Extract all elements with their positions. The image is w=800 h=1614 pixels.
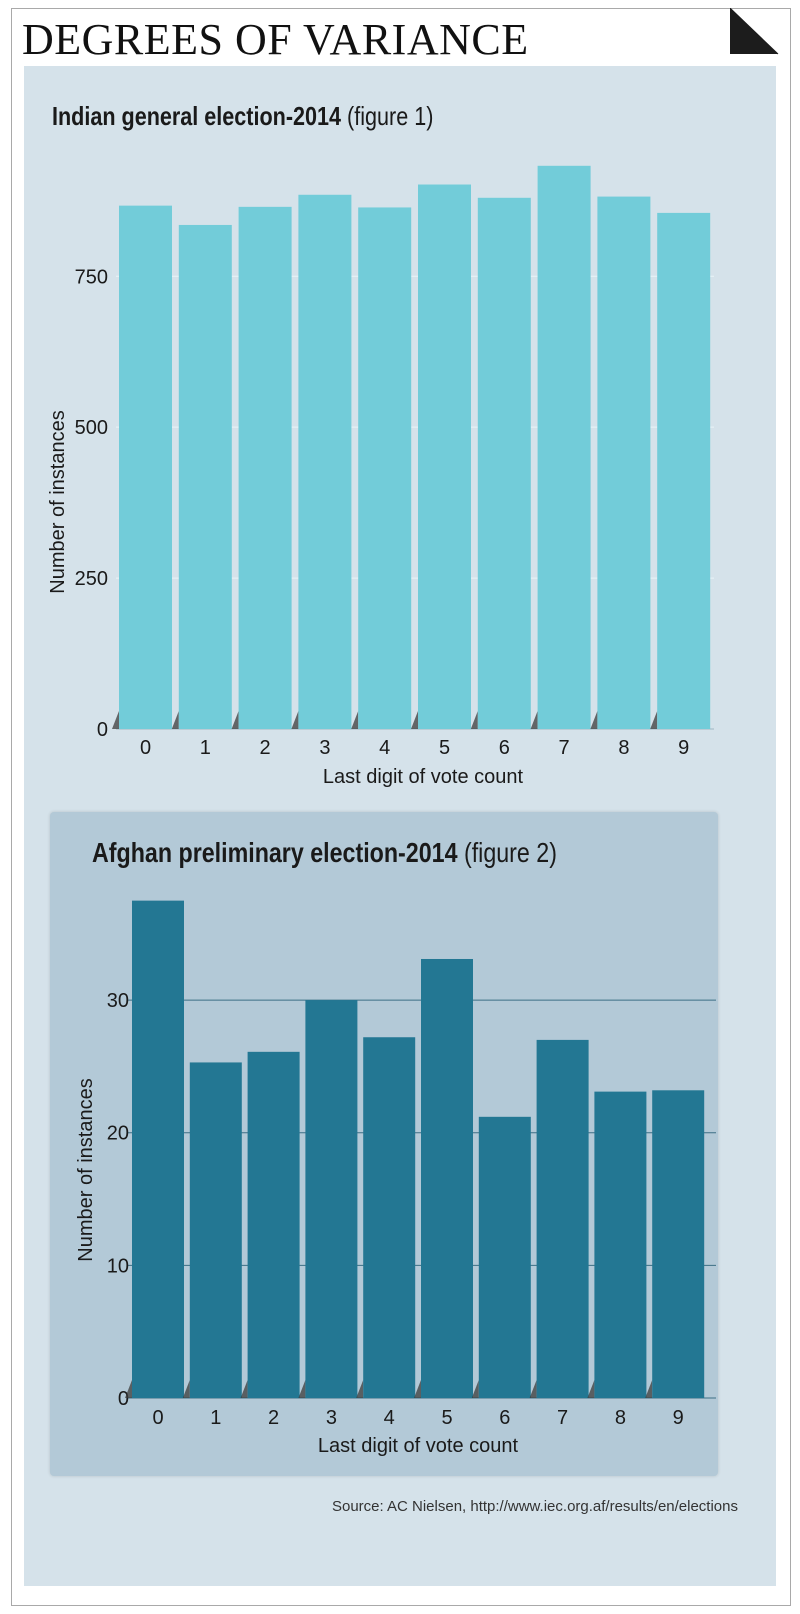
chart1-xtick-label: 0 [140,737,151,759]
chart2-ytick-label: 30 [107,990,129,1012]
chart2-bar-shadow [414,1380,421,1398]
chart2-bar-shadow [298,1380,306,1398]
chart1-bar [597,196,651,730]
chart1-bar [537,165,591,729]
chart2-ytick-label: 0 [118,1388,129,1410]
chart1-ytick-label: 0 [97,719,108,741]
chart1-bar [358,207,412,729]
chart1-xtick-label: 1 [200,737,211,759]
chart1-bar [119,205,172,730]
chart2-bar [594,1091,647,1398]
chart2-bar-shadow [471,1380,479,1398]
chart2-bar [421,958,473,1398]
chart1-bar-shadow [411,711,418,729]
chart2-xtick-label: 4 [384,1407,395,1429]
chart2-bar-shadow [125,1380,132,1398]
chart2-bar [478,1116,531,1398]
chart1-bar-shadow [530,711,538,729]
chart2-xtick-label: 8 [615,1407,626,1429]
chart1-bar [298,194,352,729]
chart2-title-sub: (figure 2) [463,837,557,868]
chart2-bar-shadow [356,1380,364,1398]
source-note: Source: AC Nielsen, http://www.iec.org.a… [331,1498,738,1515]
chart1-bar-shadow [650,711,658,729]
chart1-bar-shadow [590,711,598,729]
chart2-bar [189,1062,242,1398]
chart2-bar [536,1039,589,1398]
chart1-xtick-label: 5 [439,737,450,759]
chart2-bar-shadow [240,1380,248,1398]
chart1-ytick-label: 750 [75,266,108,288]
chart2-xtick-label: 7 [557,1407,568,1429]
chart2-xtick-label: 3 [326,1407,337,1429]
chart1-y-axis-label: Number of instances [47,410,69,593]
chart2-bar-shadow [587,1380,595,1398]
chart1-bar-shadow [231,711,239,729]
chart1-bar [477,197,531,729]
page-corner-icon [730,8,779,55]
headline: DEGREES OF VARIANCE [22,15,529,64]
chart2-title: Afghan preliminary election-2014 (figure… [92,834,557,872]
chart2-bar [247,1051,300,1398]
chart1-bar [238,206,292,729]
chart2-xtick-label: 6 [499,1407,510,1429]
chart2-bar [363,1037,416,1398]
chart1-bar-shadow [351,711,359,729]
chart2-bar-shadow [182,1380,190,1398]
chart1-xtick-label: 3 [319,737,330,759]
chart1-bar [657,212,711,729]
chart1-bar-shadow [291,711,299,729]
chart1-xtick-label: 7 [559,737,570,759]
chart1-bar [178,224,232,729]
chart1-bar-shadow [470,711,478,729]
chart2-bar-shadow [529,1380,537,1398]
chart2-ytick-label: 20 [107,1123,129,1145]
chart1-x-axis-label: Last digit of vote count [323,766,524,788]
chart2-bar [132,900,184,1398]
chart2-xtick-label: 5 [441,1407,452,1429]
chart1-xtick-label: 9 [678,737,689,759]
chart1-xtick-label: 2 [260,737,271,759]
chart2-bar-shadow [645,1380,653,1398]
chart2-y-axis-label: Number of instances [75,1078,97,1261]
chart1-bar [418,184,471,729]
chart2-xtick-label: 0 [152,1407,163,1429]
chart1-bar-shadow [112,711,119,729]
chart1-title-main: Indian general election-2014 [52,101,342,131]
chart1-xtick-label: 4 [379,737,390,759]
chart1-ytick-label: 250 [75,568,108,590]
chart1-xtick-label: 6 [499,737,510,759]
chart2-title-main: Afghan preliminary election-2014 [92,837,458,868]
chart1-bar-shadow [171,711,179,729]
chart2-xtick-label: 1 [210,1407,221,1429]
chart1-title: Indian general election-2014 (figure 1) [52,98,433,134]
chart2-bar [652,1090,705,1398]
chart1-title-sub: (figure 1) [347,101,434,131]
chart2-ytick-label: 10 [107,1255,129,1277]
chart2-bar [305,1000,358,1398]
chart1-ytick-label: 500 [75,417,108,439]
chart1-xtick-label: 8 [618,737,629,759]
chart2-x-axis-label: Last digit of vote count [318,1435,519,1457]
chart2-xtick-label: 9 [673,1407,684,1429]
chart2-xtick-label: 2 [268,1407,279,1429]
